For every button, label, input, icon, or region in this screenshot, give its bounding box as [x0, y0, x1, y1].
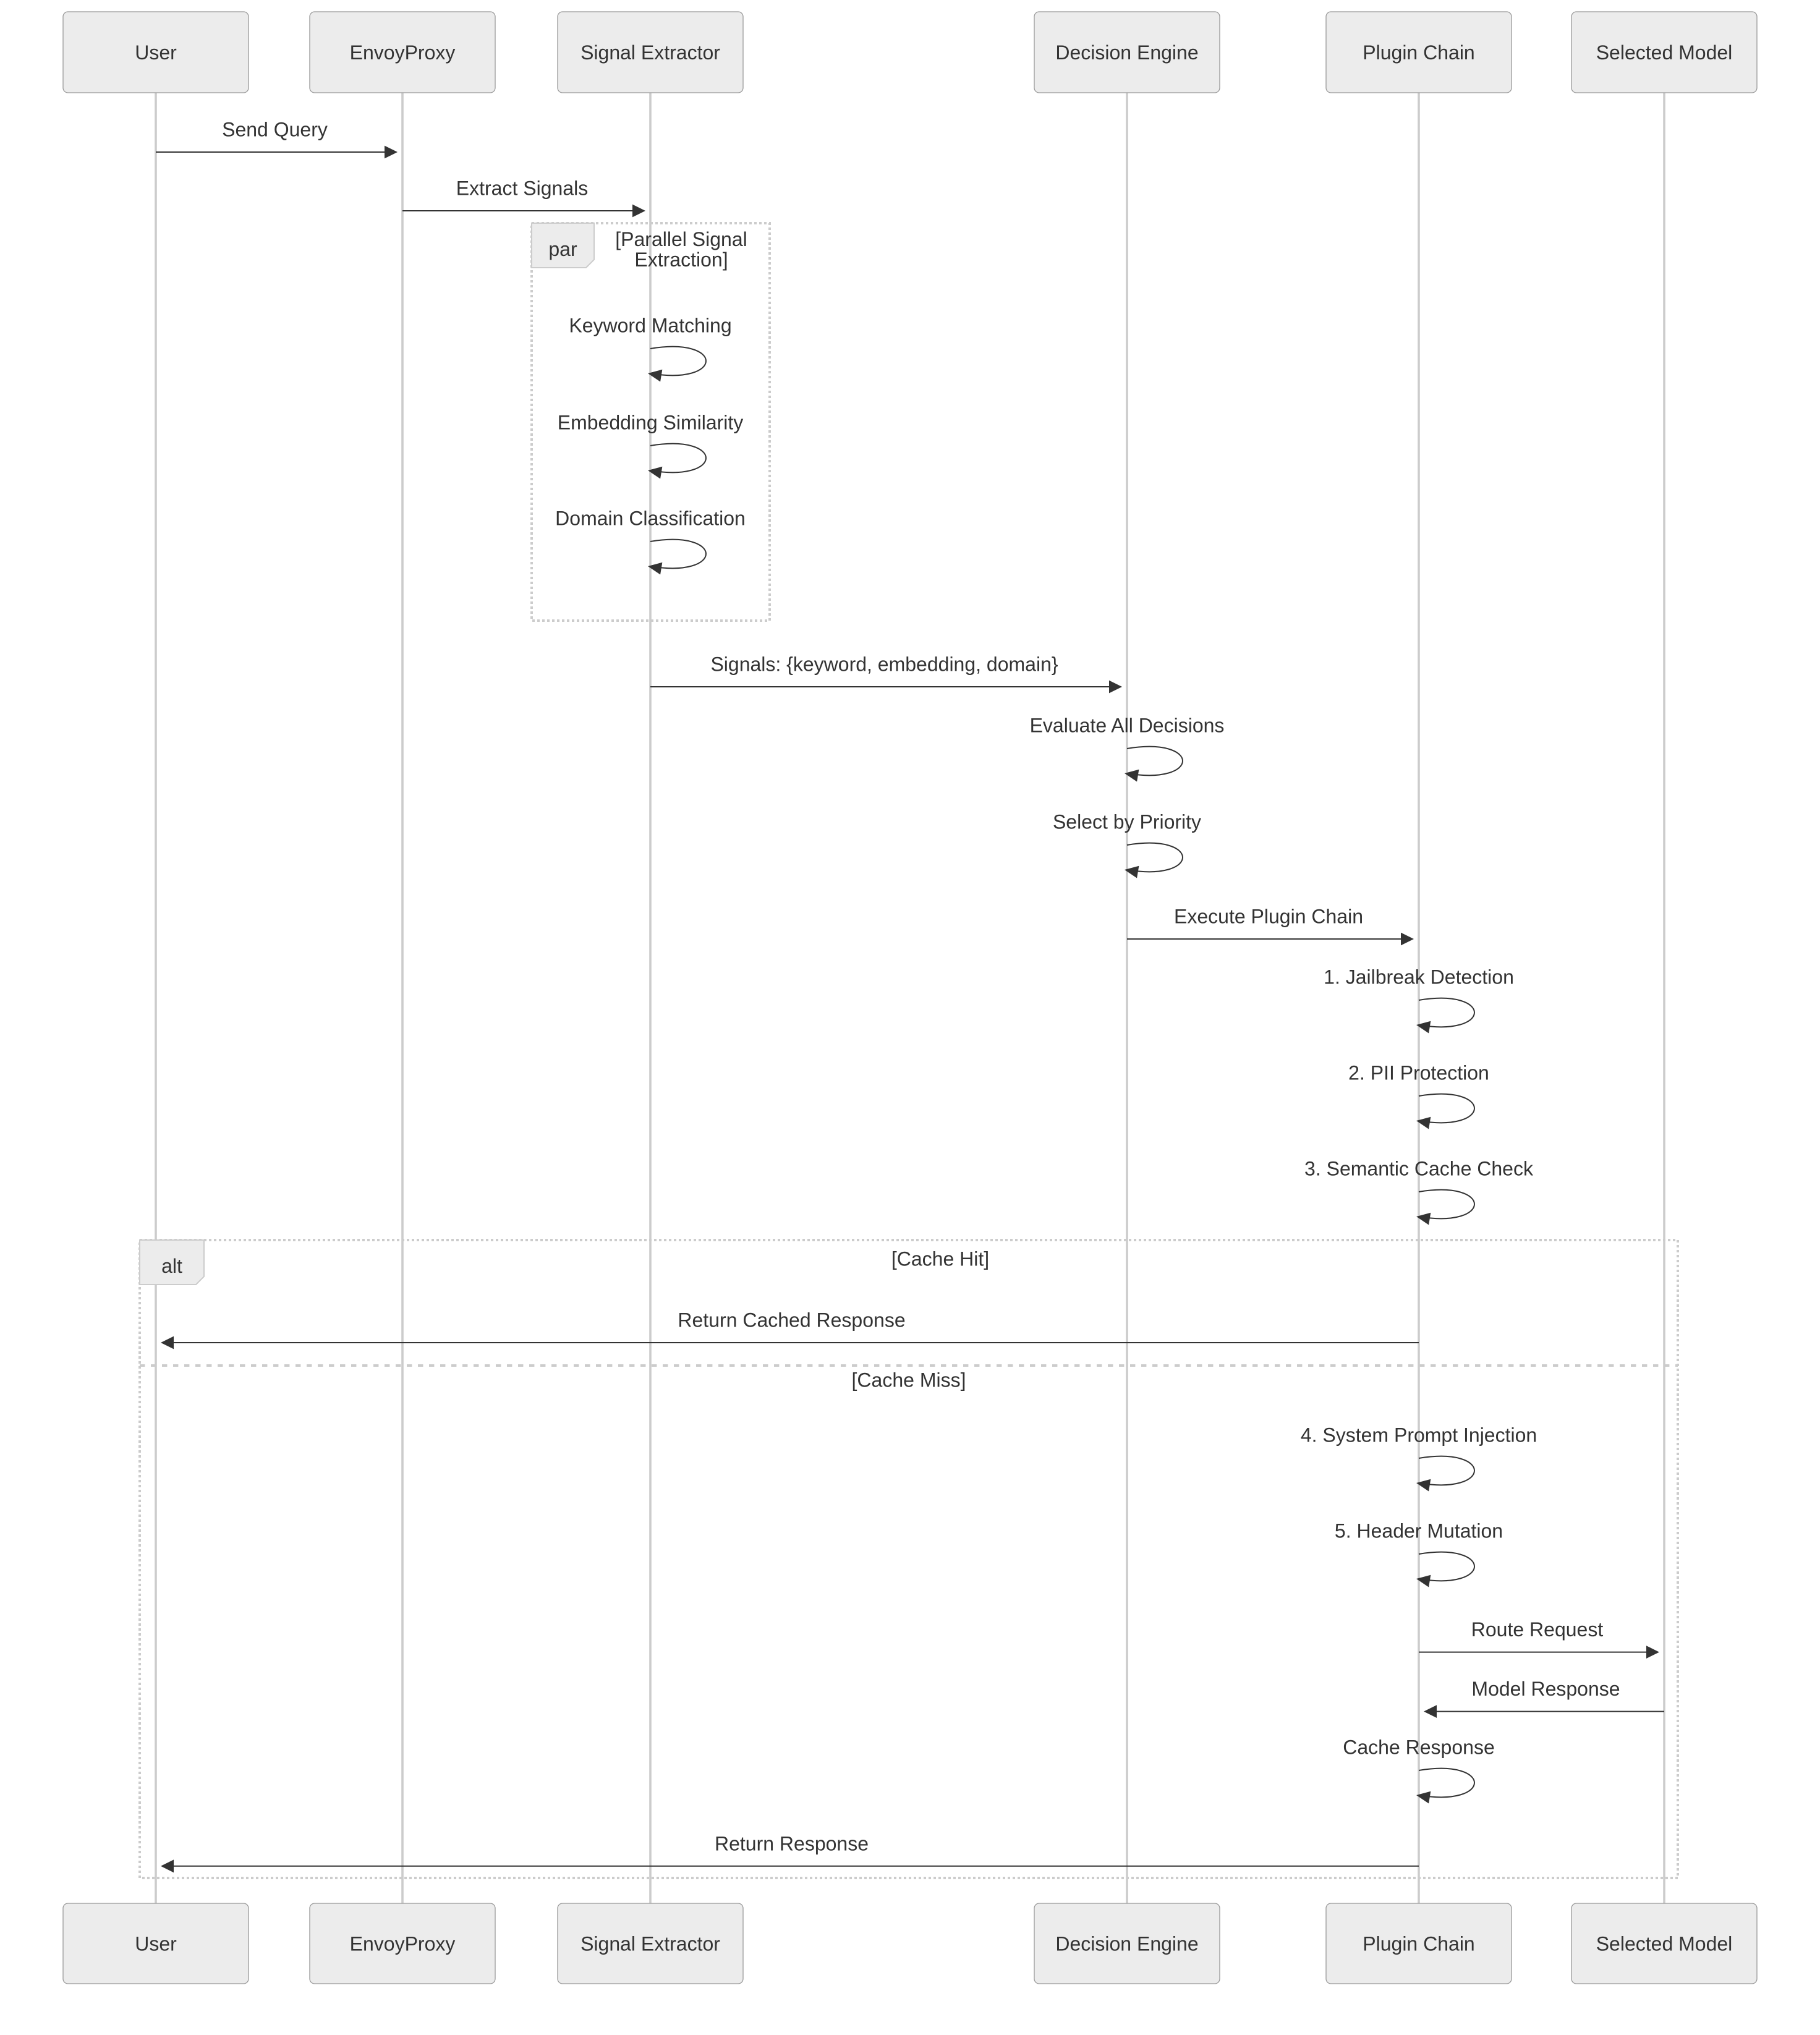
- svg-text:Execute Plugin Chain: Execute Plugin Chain: [1174, 906, 1363, 928]
- svg-text:[Cache Miss]: [Cache Miss]: [852, 1369, 966, 1391]
- svg-text:Send Query: Send Query: [222, 119, 328, 141]
- svg-text:Plugin Chain: Plugin Chain: [1363, 41, 1474, 64]
- svg-text:4. System Prompt Injection: 4. System Prompt Injection: [1301, 1424, 1537, 1447]
- svg-text:1. Jailbreak Detection: 1. Jailbreak Detection: [1324, 966, 1514, 988]
- svg-text:Model Response: Model Response: [1471, 1678, 1620, 1700]
- svg-text:Select by Priority: Select by Priority: [1053, 811, 1201, 833]
- svg-text:Selected Model: Selected Model: [1596, 41, 1733, 64]
- svg-text:alt: alt: [161, 1255, 182, 1277]
- svg-text:Decision Engine: Decision Engine: [1055, 1933, 1198, 1955]
- svg-text:[Parallel Signal: [Parallel Signal: [615, 228, 747, 250]
- svg-text:User: User: [135, 1933, 177, 1955]
- svg-text:Extract Signals: Extract Signals: [456, 177, 588, 200]
- svg-text:[Cache Hit]: [Cache Hit]: [891, 1248, 989, 1270]
- svg-text:Signal Extractor: Signal Extractor: [580, 41, 720, 64]
- svg-text:Signal Extractor: Signal Extractor: [580, 1933, 720, 1955]
- svg-text:5. Header Mutation: 5. Header Mutation: [1335, 1520, 1503, 1542]
- svg-text:3. Semantic Cache Check: 3. Semantic Cache Check: [1304, 1158, 1534, 1180]
- svg-text:Embedding Similarity: Embedding Similarity: [558, 412, 744, 434]
- svg-text:User: User: [135, 41, 177, 64]
- svg-text:Signals: {keyword, embedding,: Signals: {keyword, embedding, domain}: [710, 653, 1058, 676]
- svg-text:Decision Engine: Decision Engine: [1055, 41, 1198, 64]
- svg-text:par: par: [548, 238, 577, 260]
- svg-text:Evaluate All Decisions: Evaluate All Decisions: [1030, 715, 1225, 737]
- svg-text:Cache Response: Cache Response: [1343, 1736, 1494, 1759]
- svg-text:EnvoyProxy: EnvoyProxy: [350, 1933, 456, 1955]
- svg-text:Extraction]: Extraction]: [634, 249, 728, 271]
- svg-text:Selected Model: Selected Model: [1596, 1933, 1733, 1955]
- svg-text:Return Cached Response: Return Cached Response: [678, 1309, 905, 1332]
- svg-text:Domain Classification: Domain Classification: [555, 508, 746, 530]
- svg-text:Route Request: Route Request: [1471, 1618, 1604, 1641]
- svg-text:Keyword Matching: Keyword Matching: [569, 315, 731, 337]
- svg-text:Return Response: Return Response: [715, 1832, 869, 1854]
- svg-text:Plugin Chain: Plugin Chain: [1363, 1933, 1474, 1955]
- svg-text:2. PII Protection: 2. PII Protection: [1348, 1062, 1489, 1084]
- svg-text:EnvoyProxy: EnvoyProxy: [350, 41, 456, 64]
